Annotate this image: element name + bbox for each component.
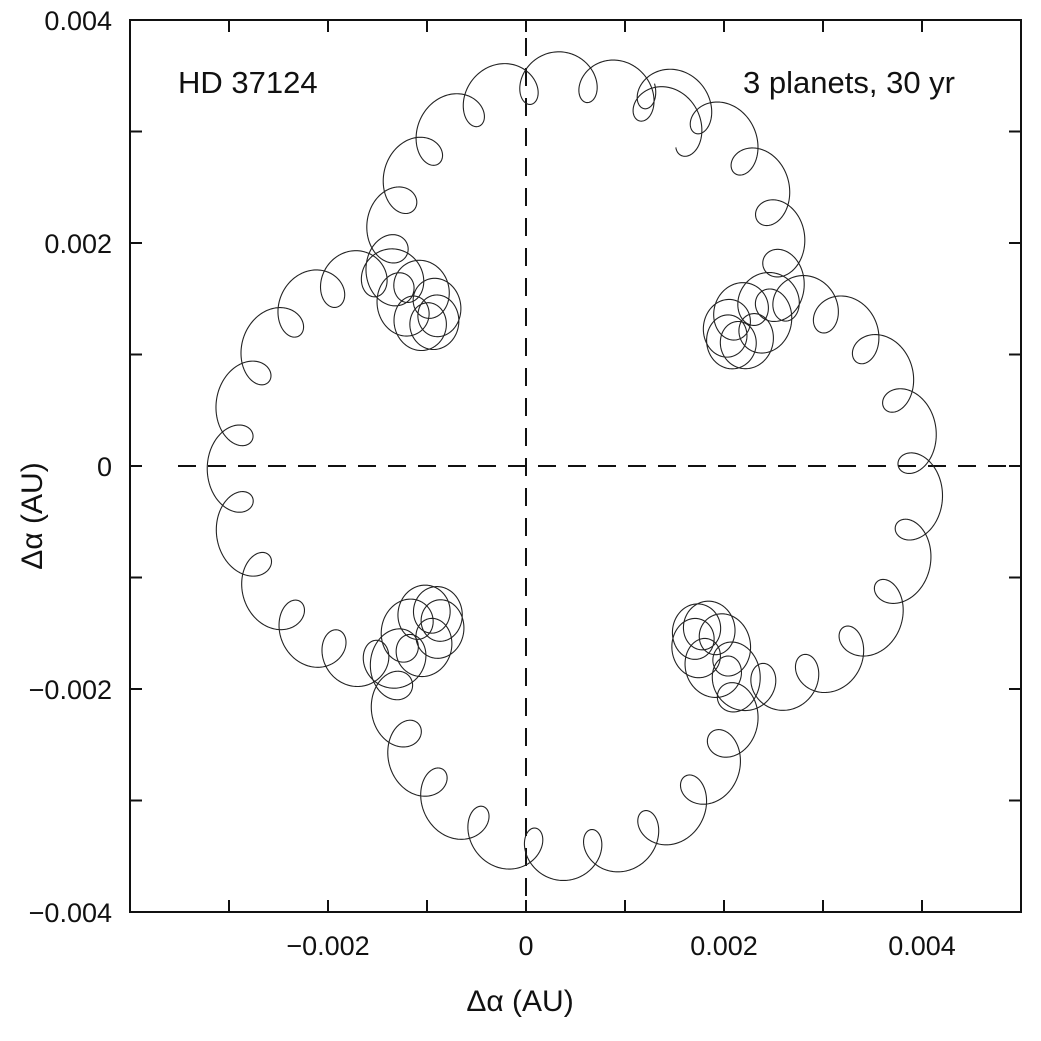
axis-ticks [130, 20, 1021, 912]
trajectory-path-0 [206, 51, 944, 882]
x-tick-label: −0.002 [286, 931, 369, 961]
y-tick-label: −0.002 [29, 675, 112, 705]
reference-lines [178, 38, 1021, 912]
astrometric-trajectory [206, 51, 944, 882]
x-axis-title: Δα (AU) [466, 985, 573, 1018]
y-tick-label: 0 [97, 452, 112, 482]
y-tick-label: 0.002 [44, 229, 112, 259]
axis-tick-labels: −0.002 0 0.002 0.004 0.004 0.002 0 −0.002 −0.004 [29, 6, 956, 961]
annotation-star-name: HD 37124 [178, 65, 318, 100]
x-tick-label: 0.004 [888, 931, 956, 961]
annotation-planets-duration: 3 planets, 30 yr [743, 65, 955, 100]
y-tick-label: −0.004 [29, 898, 112, 928]
x-tick-label: 0 [518, 931, 533, 961]
y-axis-title: Δα (AU) [16, 462, 49, 569]
y-tick-label: 0.004 [44, 6, 112, 36]
x-tick-label: 0.002 [690, 931, 758, 961]
